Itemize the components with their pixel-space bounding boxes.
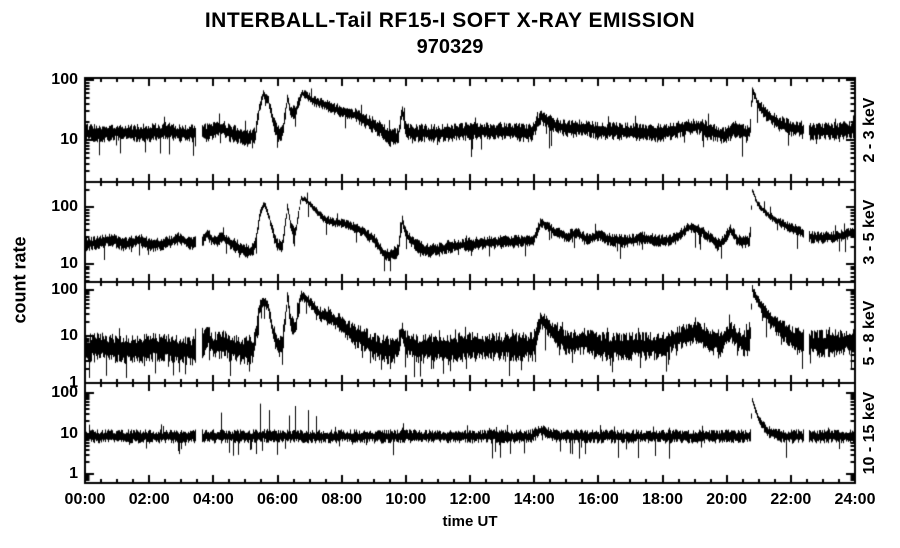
panel-energy-label: 3 - 5 keV xyxy=(861,199,878,265)
y-tick-label: 1 xyxy=(69,465,78,483)
panel-energy-label: 10 - 15 keV xyxy=(861,391,878,475)
y-tick-label: 1 xyxy=(69,374,78,391)
x-tick-label: 22:00 xyxy=(770,491,812,508)
x-tick-label: 14:00 xyxy=(513,491,555,508)
panel-energy-label: 2 - 3 keV xyxy=(861,97,878,163)
panel-energy-label: 5 - 8 keV xyxy=(861,300,878,365)
x-tick-label: 08:00 xyxy=(321,491,363,508)
y-tick-label: 100 xyxy=(51,198,78,216)
y-tick-label: 100 xyxy=(51,71,78,88)
y-tick-label: 10 xyxy=(60,131,78,149)
x-tick-label: 18:00 xyxy=(642,491,683,508)
x-tick-label: 12:00 xyxy=(449,491,491,508)
x-tick-label: 00:00 xyxy=(64,491,106,508)
y-tick-label: 10 xyxy=(60,254,78,272)
y-tick-label: 100 xyxy=(51,384,78,402)
x-tick-label: 24:00 xyxy=(834,491,876,508)
x-axis-label: time UT xyxy=(442,513,498,530)
x-tick-label: 16:00 xyxy=(577,491,619,508)
y-tick-label: 10 xyxy=(60,327,78,345)
x-tick-label: 20:00 xyxy=(706,491,748,508)
y-tick-label: 10 xyxy=(60,424,78,442)
x-tick-label: 04:00 xyxy=(192,491,234,508)
y-tick-label: 100 xyxy=(51,280,78,298)
chart-subtitle: 970329 xyxy=(416,36,484,58)
chart-title: INTERBALL-Tail RF15-I SOFT X-RAY EMISSIO… xyxy=(204,9,696,32)
x-tick-label: 06:00 xyxy=(257,491,298,508)
x-tick-label: 10:00 xyxy=(385,491,427,508)
x-tick-label: 02:00 xyxy=(128,491,170,508)
